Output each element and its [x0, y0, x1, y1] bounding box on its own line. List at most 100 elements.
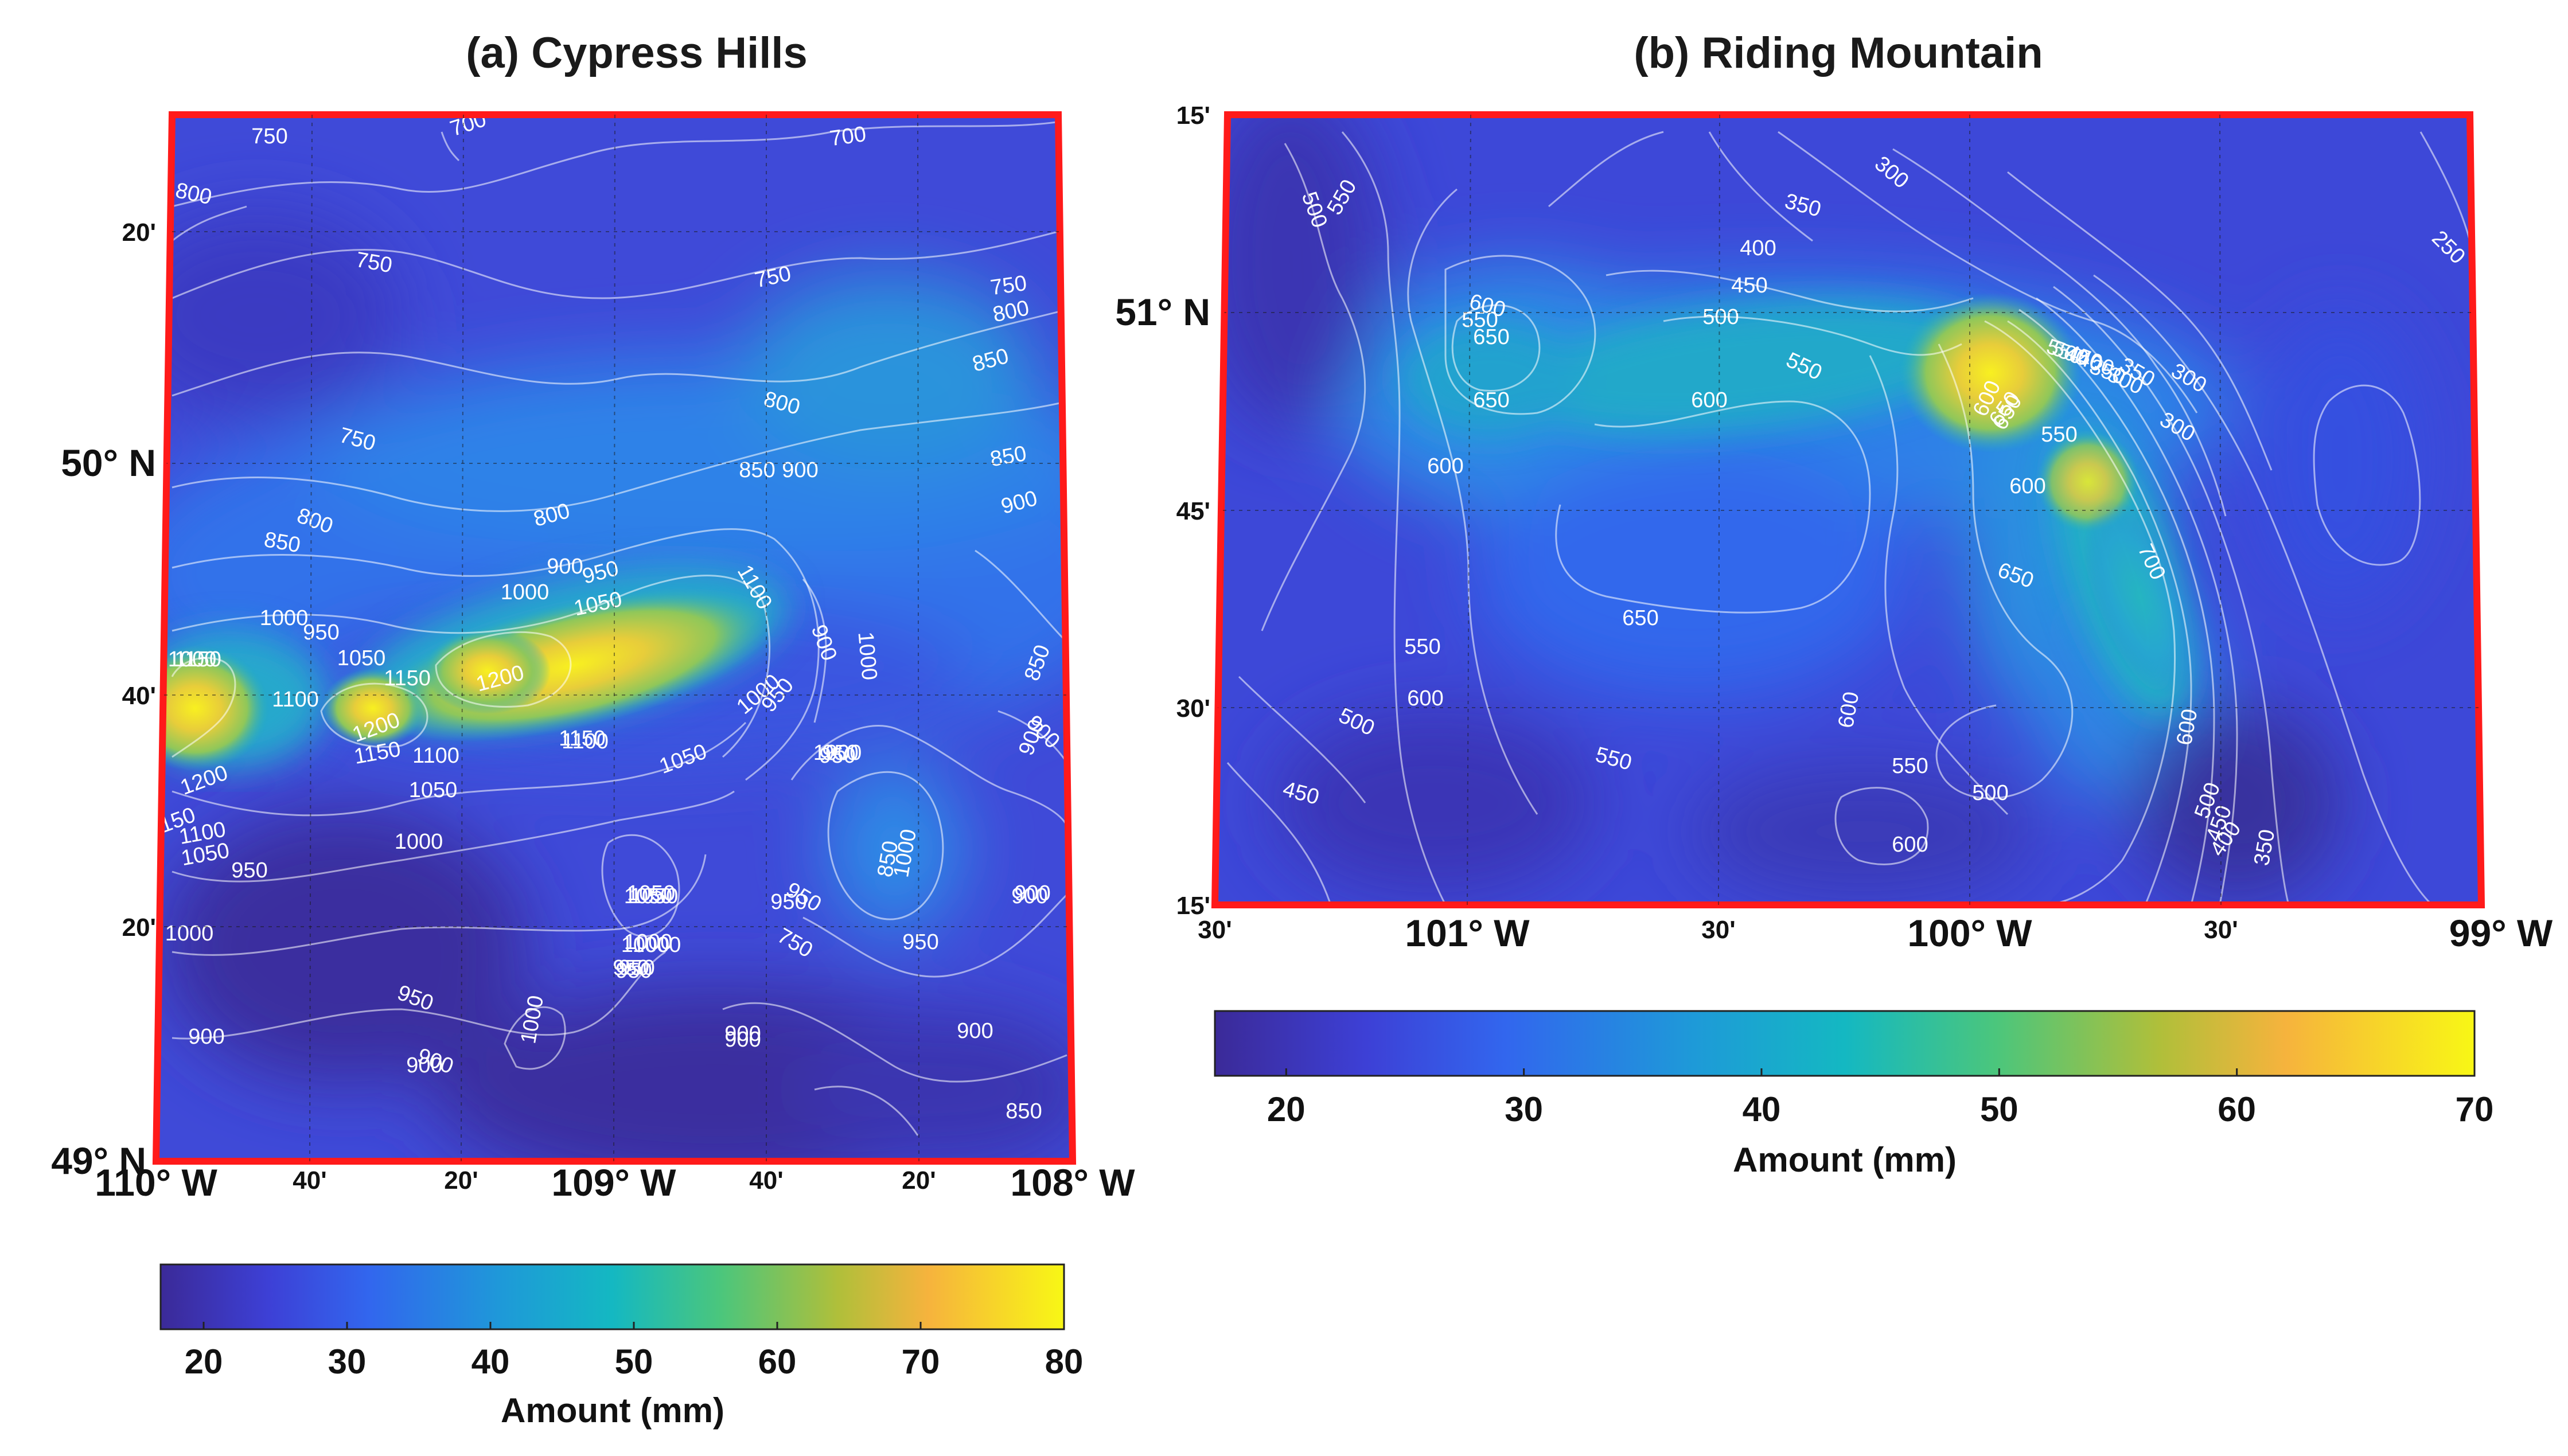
panel-a-contour-label: 900	[1014, 881, 1050, 905]
panel-a-contour-label: 750	[251, 124, 287, 149]
panel-a-lat-label: 50° N	[61, 442, 156, 484]
panel-b-lon-label: 30'	[1701, 916, 1735, 944]
panel-a-contour-label: 1000	[501, 580, 550, 604]
panel-b-title: (b) Riding Mountain	[1634, 29, 2043, 77]
panel-a-contour-label: 900	[724, 1022, 761, 1046]
panel-a-contour-label: 1050	[627, 881, 676, 905]
panel-a-contour-label: 950	[819, 744, 855, 768]
panel-a-lon-label: 40'	[293, 1166, 326, 1195]
panel-a-lat-label: 20'	[122, 218, 156, 247]
panel-a-contour-label: 900	[547, 555, 583, 579]
panel-a-contour-label: 1150	[384, 666, 431, 690]
panel-b-lon-label: 100° W	[1907, 912, 2032, 954]
panel-a-colorbar-tick-label: 20	[185, 1342, 223, 1381]
panel-b-contour-label: 650	[1622, 606, 1658, 630]
panel-a-lon-label: 109° W	[551, 1161, 676, 1204]
panel-a-contour-label: 950	[613, 956, 649, 980]
panel-a-contour-label: 1000	[168, 647, 217, 672]
panel-a-contour-label: 900	[957, 1019, 993, 1043]
panel-a-contour-label: 750	[989, 271, 1028, 300]
panel-a-contour-label: 950	[615, 959, 652, 983]
panel-a-lon-axis: 110° W 40' 20' 109° W 40' 20' 108° W	[95, 1161, 1135, 1204]
panel-b-contour-label: 550	[2041, 423, 2077, 447]
panel-b-colorbar-tick-label: 50	[1980, 1090, 2018, 1129]
panel-a-lat-label: 49° N	[51, 1139, 146, 1182]
panel-a-frame	[152, 111, 1077, 1165]
panel-b-contour-label: 550	[1404, 635, 1440, 659]
panel-a-contour-label: 900	[782, 458, 818, 482]
panel-a-contour-label: 1150	[559, 727, 606, 751]
panel-a-colorbar-tick-label: 80	[1045, 1342, 1084, 1381]
panel-b-contour-label: 600	[1892, 833, 1928, 857]
panel-a-contour-label: 1000	[624, 930, 673, 954]
panel-a-contour-label: 950	[770, 890, 806, 914]
panel-b-colorbar-ticks: 20 30 40 50 60 70	[1267, 1068, 2493, 1129]
panel-b-lon-label: 30'	[2204, 916, 2238, 944]
panel-b-contour-label: 600	[1691, 388, 1727, 412]
panel-a-colorbar-label: Amount (mm)	[501, 1391, 724, 1430]
panel-a-contour-label: 900	[406, 1053, 442, 1078]
panel-a-contour-label: 1100	[272, 688, 319, 712]
panel-a-contour-label: 950	[618, 956, 654, 980]
panel-b-lat-label: 30'	[1176, 694, 1210, 723]
panel-b-contour-label: 600	[2009, 474, 2045, 498]
panel-a-contour-label: 950	[231, 858, 267, 883]
panel-a-lon-label: 40'	[749, 1166, 783, 1195]
panel-b-contour-label: 500	[1702, 305, 1739, 329]
panel-a-contour-label: 1000	[813, 741, 862, 765]
panel-b-contour-label: 550	[1462, 308, 1498, 332]
panel-a-contour-label: 1000	[165, 922, 214, 946]
panel-a-colorbar-tick-label: 60	[758, 1342, 797, 1381]
panel-b-lat-label: 45'	[1176, 497, 1210, 525]
panel-b-contour-label: 600	[1407, 686, 1443, 711]
panel-b-lat-label: 15'	[1176, 102, 1210, 130]
panel-a-lon-label: 108° W	[1010, 1161, 1135, 1204]
panel-a-contour-label: 950	[902, 930, 938, 954]
panel-b-lon-label: 101° W	[1405, 912, 1530, 954]
panel-a-contour-label: 950	[303, 620, 339, 645]
panel-a-lon-label: 20'	[444, 1166, 478, 1195]
panel-a-contour-label: 900	[724, 1028, 761, 1052]
panel-b-contour-label: 650	[1473, 388, 1509, 412]
panel-b-contour-label: 450	[1731, 274, 1767, 298]
panel-b-lat-axis: 15' 30' 45' 51° N 15'	[1115, 102, 1210, 920]
panel-a-contour-label: 1000	[621, 933, 670, 957]
panel-a-contour-label: 1100	[412, 744, 459, 768]
panel-b-colorbar-tick-label: 30	[1505, 1090, 1543, 1129]
panel-b-lon-label: 30'	[1198, 916, 1232, 944]
panel-b-graticule	[1215, 115, 2481, 905]
panel-a-contour-label: 900	[188, 1025, 224, 1049]
panel-a-contour-label: 1050	[624, 884, 673, 908]
panel-a-contour-label: 1050	[337, 646, 386, 670]
panel-b-contour-label: 550	[1892, 754, 1928, 778]
panel-a-lat-axis: 49° N 20' 40' 50° N 20'	[51, 218, 156, 1182]
panel-a-contour-label: 1050	[630, 884, 679, 908]
panel-b-lon-axis: 30' 101° W 30' 100° W 30' 99° W	[1198, 912, 2553, 954]
panel-b-lat-label: 15'	[1176, 892, 1210, 920]
panel-b-contour-label: 650	[1473, 325, 1509, 349]
panel-a-colorbar-ticks: 20 30 40 50 60 70 80	[185, 1322, 1084, 1381]
panel-b-contour-label: 600	[1427, 454, 1463, 478]
panel-a-contour-label: 1050	[409, 778, 458, 802]
panel-a-colorbar-tick-label: 40	[471, 1342, 510, 1381]
panel-a-contour-label: 850	[739, 458, 775, 482]
panel-a-lat-label: 40'	[122, 682, 156, 710]
panel-a-contour-label: 1000	[395, 830, 443, 854]
panel-a-contour-label: 700	[828, 122, 868, 151]
panel-a-colorbar-tick-label: 30	[328, 1342, 367, 1381]
panel-a-contour-label: 1100	[562, 729, 609, 754]
panel-a-contour-label: 950	[822, 741, 858, 765]
panel-a-graticule	[156, 115, 1073, 1161]
panel-a-colorbar-tick-label: 70	[902, 1342, 940, 1381]
panel-b-colorbar-tick-label: 70	[2456, 1090, 2494, 1129]
panel-b-colorbar-tick-label: 60	[2218, 1090, 2256, 1129]
panel-b-colorbar-tick-label: 20	[1267, 1090, 1306, 1129]
panel-a-title: (a) Cypress Hills	[466, 29, 808, 77]
panel-a-lon-label: 20'	[902, 1166, 936, 1195]
panel-a-contour-label: 900	[1011, 884, 1047, 908]
panel-b-map: 5005503003504004505005506006505506006506…	[1215, 115, 2481, 905]
panel-a-contour-label: 1000	[260, 606, 309, 630]
panel-b-lon-label: 99° W	[2449, 912, 2553, 954]
